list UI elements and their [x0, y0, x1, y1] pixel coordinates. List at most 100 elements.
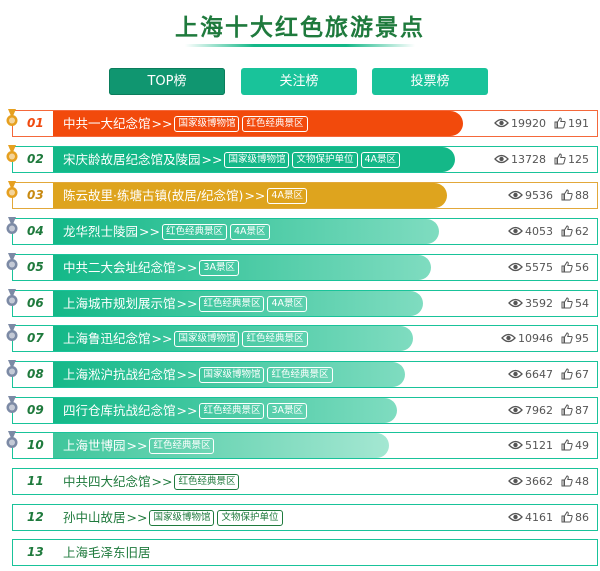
view-count: 7962: [525, 404, 553, 417]
rank-number: 03: [27, 188, 44, 202]
attraction-label: 上海毛泽东旧居: [63, 545, 151, 560]
attraction-label: 上海城市规划展示馆: [63, 296, 176, 311]
eye-icon: [508, 475, 523, 488]
row-stats: 5575 56: [508, 255, 589, 280]
tag-badge: 3A景区: [267, 402, 308, 419]
tag-badge: 文物保护单位: [292, 151, 358, 168]
thumbs-up-icon[interactable]: [554, 117, 566, 130]
tag-badge: 红色经典景区: [242, 330, 308, 347]
tag-badge: 4A景区: [229, 223, 270, 240]
thumbs-up-icon[interactable]: [561, 189, 573, 202]
page-title: 上海十大红色旅游景点: [175, 15, 425, 41]
attraction-name[interactable]: 上海毛泽东旧居: [63, 540, 151, 565]
thumbs-up-icon[interactable]: [561, 261, 573, 274]
thumbs-up-icon[interactable]: [561, 332, 573, 345]
like-count: 48: [575, 475, 589, 488]
view-count: 13728: [511, 153, 546, 166]
rank-number: 01: [27, 116, 44, 130]
score-bar: [53, 183, 447, 208]
list-item[interactable]: 06 上海城市规划展示馆>> 红色经典景区 4A景区 3592 54: [12, 290, 598, 317]
rank-number: 08: [27, 367, 44, 381]
thumbs-up-icon[interactable]: [554, 153, 566, 166]
double-arrow-icon: >>: [176, 403, 198, 418]
attraction-label: 宋庆龄故居纪念馆及陵园: [63, 152, 201, 167]
attraction-label: 四行仓库抗战纪念馆: [63, 403, 176, 418]
rank-number: 12: [27, 510, 44, 524]
medal-icon: [6, 360, 18, 378]
attraction-name[interactable]: 中共二大会址纪念馆>> 3A景区: [63, 255, 242, 280]
list-item[interactable]: 12 孙中山故居>> 国家级博物馆 文物保护单位 4161 86: [12, 504, 598, 531]
list-item[interactable]: 01 中共一大纪念馆>> 国家级博物馆 红色经典景区 19920 191: [12, 110, 598, 137]
attraction-name[interactable]: 四行仓库抗战纪念馆>> 红色经典景区 3A景区: [63, 398, 310, 423]
like-count: 125: [568, 153, 589, 166]
list-item[interactable]: 10 上海世博园>> 红色经典景区 5121 49: [12, 432, 598, 459]
tab-follow[interactable]: 关注榜: [241, 68, 357, 95]
like-count: 87: [575, 404, 589, 417]
like-count: 67: [575, 368, 589, 381]
attraction-name[interactable]: 龙华烈士陵园>> 红色经典景区 4A景区: [63, 219, 273, 244]
double-arrow-icon: >>: [151, 116, 173, 131]
attraction-name[interactable]: 上海鲁迅纪念馆>> 国家级博物馆 红色经典景区: [63, 326, 311, 351]
list-item[interactable]: 13 上海毛泽东旧居: [12, 539, 598, 566]
attraction-name[interactable]: 中共一大纪念馆>> 国家级博物馆 红色经典景区: [63, 111, 311, 136]
attraction-label: 龙华烈士陵园: [63, 224, 139, 239]
view-count: 4053: [525, 225, 553, 238]
tag-badge: 红色经典景区: [199, 295, 265, 312]
double-arrow-icon: >>: [151, 474, 173, 489]
list-item[interactable]: 03 陈云故里·练塘古镇(故居/纪念馆)>> 4A景区 9536 88: [12, 182, 598, 209]
eye-icon: [501, 332, 516, 345]
medal-icon: [6, 289, 18, 307]
thumbs-up-icon[interactable]: [561, 404, 573, 417]
double-arrow-icon: >>: [126, 510, 148, 525]
tab-vote[interactable]: 投票榜: [372, 68, 488, 95]
thumbs-up-icon[interactable]: [561, 439, 573, 452]
attraction-name[interactable]: 上海世博园>> 红色经典景区: [63, 433, 217, 458]
medal-icon: [6, 431, 18, 449]
score-bar: [53, 111, 463, 136]
row-stats: 5121 49: [508, 433, 589, 458]
row-stats: 13728 125: [494, 147, 589, 172]
attraction-name[interactable]: 上海城市规划展示馆>> 红色经典景区 4A景区: [63, 291, 310, 316]
tag-badge: 红色经典景区: [149, 437, 215, 454]
list-item[interactable]: 08 上海淞沪抗战纪念馆>> 国家级博物馆 红色经典景区 6647 67: [12, 361, 598, 388]
list-item[interactable]: 09 四行仓库抗战纪念馆>> 红色经典景区 3A景区 7962 87: [12, 397, 598, 424]
attraction-name[interactable]: 孙中山故居>> 国家级博物馆 文物保护单位: [63, 505, 286, 530]
view-count: 4161: [525, 511, 553, 524]
list-item[interactable]: 07 上海鲁迅纪念馆>> 国家级博物馆 红色经典景区 10946 95: [12, 325, 598, 352]
attraction-name[interactable]: 陈云故里·练塘古镇(故居/纪念馆)>> 4A景区: [63, 183, 310, 208]
rank-number: 02: [27, 152, 44, 166]
medal-icon: [6, 181, 18, 199]
like-count: 191: [568, 117, 589, 130]
tag-badge: 文物保护单位: [217, 509, 283, 526]
list-item[interactable]: 04 龙华烈士陵园>> 红色经典景区 4A景区 4053 62: [12, 218, 598, 245]
list-item[interactable]: 11 中共四大纪念馆>> 红色经典景区 3662 48: [12, 468, 598, 495]
thumbs-up-icon[interactable]: [561, 368, 573, 381]
tab-top[interactable]: TOP榜: [109, 68, 225, 95]
eye-icon: [508, 439, 523, 452]
thumbs-up-icon[interactable]: [561, 511, 573, 524]
row-stats: 3662 48: [508, 469, 589, 494]
tag-badge: 红色经典景区: [267, 366, 333, 383]
attraction-name[interactable]: 宋庆龄故居纪念馆及陵园>> 国家级博物馆 文物保护单位 4A景区: [63, 147, 403, 172]
tag-badge: 红色经典景区: [161, 223, 227, 240]
double-arrow-icon: >>: [244, 188, 266, 203]
thumbs-up-icon[interactable]: [561, 475, 573, 488]
double-arrow-icon: >>: [176, 367, 198, 382]
thumbs-up-icon[interactable]: [561, 225, 573, 238]
like-count: 88: [575, 189, 589, 202]
list-item[interactable]: 02 宋庆龄故居纪念馆及陵园>> 国家级博物馆 文物保护单位 4A景区 13728 125: [12, 146, 598, 173]
medal-icon: [6, 253, 18, 271]
row-stats: 10946 95: [501, 326, 589, 351]
like-count: 62: [575, 225, 589, 238]
thumbs-up-icon[interactable]: [561, 297, 573, 310]
tag-badge: 4A景区: [360, 151, 401, 168]
attraction-label: 孙中山故居: [63, 510, 126, 525]
like-count: 54: [575, 297, 589, 310]
attraction-name[interactable]: 中共四大纪念馆>> 红色经典景区: [63, 469, 242, 494]
eye-icon: [508, 404, 523, 417]
view-count: 6647: [525, 368, 553, 381]
double-arrow-icon: >>: [176, 260, 198, 275]
attraction-name[interactable]: 上海淞沪抗战纪念馆>> 国家级博物馆 红色经典景区: [63, 362, 336, 387]
list-item[interactable]: 05 中共二大会址纪念馆>> 3A景区 5575 56: [12, 254, 598, 281]
view-count: 3662: [525, 475, 553, 488]
